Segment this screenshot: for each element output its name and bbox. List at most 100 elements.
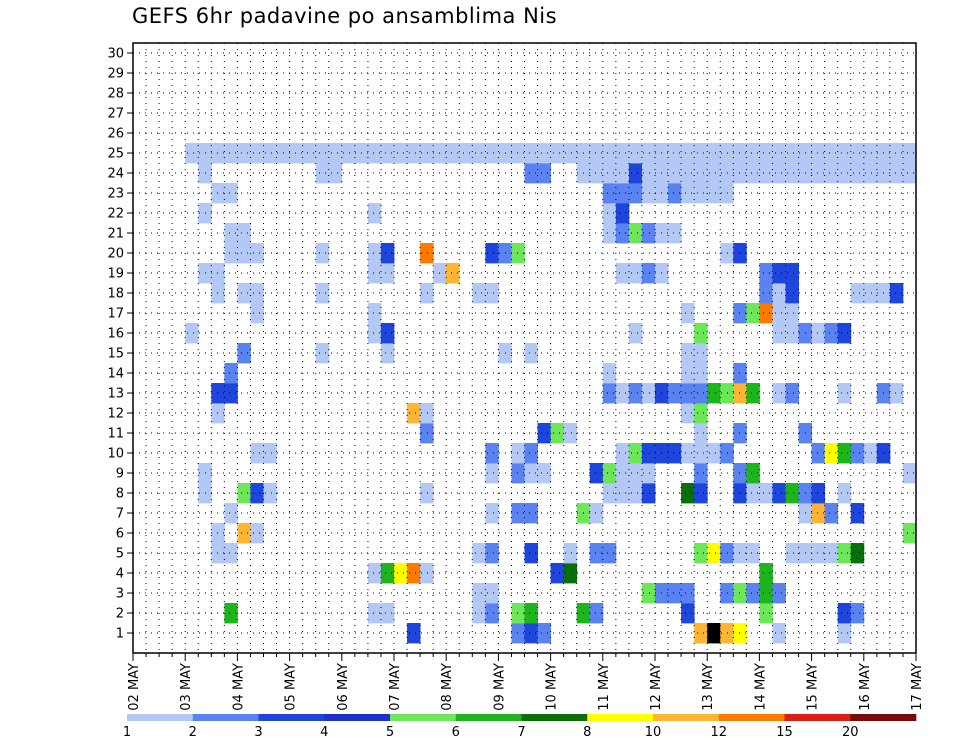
heatmap-cell xyxy=(185,323,199,344)
heatmap-cell xyxy=(681,603,695,624)
heatmap-cell xyxy=(250,143,264,164)
heatmap-cell xyxy=(263,143,277,164)
heatmap-cell xyxy=(694,543,708,564)
y-tick-label: 17 xyxy=(107,307,124,322)
heatmap-cell xyxy=(681,343,695,364)
x-tick-label: 11 MAY xyxy=(597,663,612,711)
heatmap-cell xyxy=(380,143,395,164)
heatmap-cell xyxy=(563,143,578,164)
heatmap-cell xyxy=(733,243,747,264)
y-tick-label: 12 xyxy=(107,407,124,422)
heatmap-cell xyxy=(237,283,251,304)
y-tick-label: 1 xyxy=(116,627,124,642)
heatmap-cell xyxy=(811,323,826,344)
heatmap-cell xyxy=(524,623,538,644)
heatmap-cell xyxy=(837,163,852,184)
heatmap-cell xyxy=(733,623,747,644)
y-tick-label: 23 xyxy=(107,187,124,202)
heatmap-cell xyxy=(707,383,721,404)
heatmap-cell xyxy=(759,483,773,504)
heatmap-cell xyxy=(759,583,773,604)
heatmap-cell xyxy=(850,603,865,624)
heatmap-cell xyxy=(537,423,551,444)
heatmap-cell xyxy=(380,323,395,344)
heatmap-cell xyxy=(211,543,225,564)
heatmap-cell xyxy=(446,143,460,164)
heatmap-cell xyxy=(198,263,212,284)
heatmap-cell xyxy=(589,503,604,524)
heatmap-cell xyxy=(589,143,604,164)
heatmap-cell xyxy=(681,363,695,384)
heatmap-cell xyxy=(511,443,525,464)
heatmap-cell xyxy=(694,363,708,384)
heatmap-cell xyxy=(694,163,708,184)
heatmap-cell xyxy=(694,623,708,644)
heatmap-cell xyxy=(537,163,551,184)
color-legend: 1 2 3 4 5 6 7 8 10 12 15 20 xyxy=(123,714,917,740)
heatmap-cell xyxy=(668,163,682,184)
heatmap-cell xyxy=(733,303,747,324)
heatmap-cell xyxy=(720,383,734,404)
heatmap-cell xyxy=(628,483,643,504)
x-tick-label: 04 MAY xyxy=(231,663,246,711)
heatmap-cell xyxy=(459,143,473,164)
y-tick-label: 27 xyxy=(107,107,124,122)
heatmap-cell xyxy=(602,463,617,484)
heatmap-cell xyxy=(485,283,499,304)
heatmap-cell xyxy=(746,483,760,504)
heatmap-cell xyxy=(863,143,878,164)
heatmap-cell xyxy=(511,623,525,644)
heatmap-cell xyxy=(224,603,238,624)
heatmap-cell xyxy=(694,183,708,204)
heatmap-cell xyxy=(824,323,839,344)
heatmap-cell xyxy=(250,283,264,304)
legend-swatch xyxy=(192,714,259,721)
x-tick-label: 05 MAY xyxy=(284,663,299,711)
heatmap-cell xyxy=(224,143,238,164)
heatmap-cell xyxy=(224,543,238,564)
heatmap-cell xyxy=(472,583,486,604)
heatmap-cell xyxy=(511,603,525,624)
y-tick-label: 21 xyxy=(107,227,124,242)
y-tick-label: 20 xyxy=(107,247,124,262)
heatmap-cell xyxy=(485,543,499,564)
heatmap-cell xyxy=(615,223,630,244)
heatmap-cell xyxy=(211,523,225,544)
heatmap-cell xyxy=(733,483,747,504)
heatmap-cell xyxy=(237,143,251,164)
heatmap-cell xyxy=(380,263,395,284)
y-tick-label: 7 xyxy=(116,507,124,522)
heatmap-cell xyxy=(668,583,682,604)
heatmap-cell xyxy=(511,143,525,164)
heatmap-cell xyxy=(563,423,578,444)
heatmap-cell xyxy=(289,143,304,164)
heatmap-cell xyxy=(224,383,238,404)
heatmap-cell xyxy=(733,143,747,164)
heatmap-cell xyxy=(707,543,721,564)
heatmap-cell xyxy=(446,263,460,284)
heatmap-cell xyxy=(837,483,852,504)
y-tick-label: 2 xyxy=(116,607,124,622)
heatmap-cell xyxy=(824,503,839,524)
heatmap-cell xyxy=(628,183,643,204)
heatmap-cell xyxy=(602,183,617,204)
legend-label: 1 xyxy=(123,725,131,740)
heatmap-cell xyxy=(772,163,786,184)
heatmap-cell xyxy=(681,583,695,604)
heatmap-cell xyxy=(237,483,251,504)
heatmap-cell xyxy=(863,283,878,304)
heatmap-cell xyxy=(420,423,434,444)
heatmap-cell xyxy=(380,563,395,584)
heatmap-cell xyxy=(485,443,499,464)
heatmap-cell xyxy=(485,583,499,604)
heatmap-cell xyxy=(420,403,434,424)
heatmap-cell xyxy=(811,143,826,164)
heatmap-cell xyxy=(380,603,395,624)
heatmap-cell xyxy=(615,483,630,504)
heatmap-cell xyxy=(746,543,760,564)
legend-label: 7 xyxy=(517,725,525,740)
heatmap-cell xyxy=(641,583,656,604)
heatmap-cell xyxy=(785,383,799,404)
heatmap-cell xyxy=(785,543,799,564)
y-tick-label: 6 xyxy=(116,527,124,542)
